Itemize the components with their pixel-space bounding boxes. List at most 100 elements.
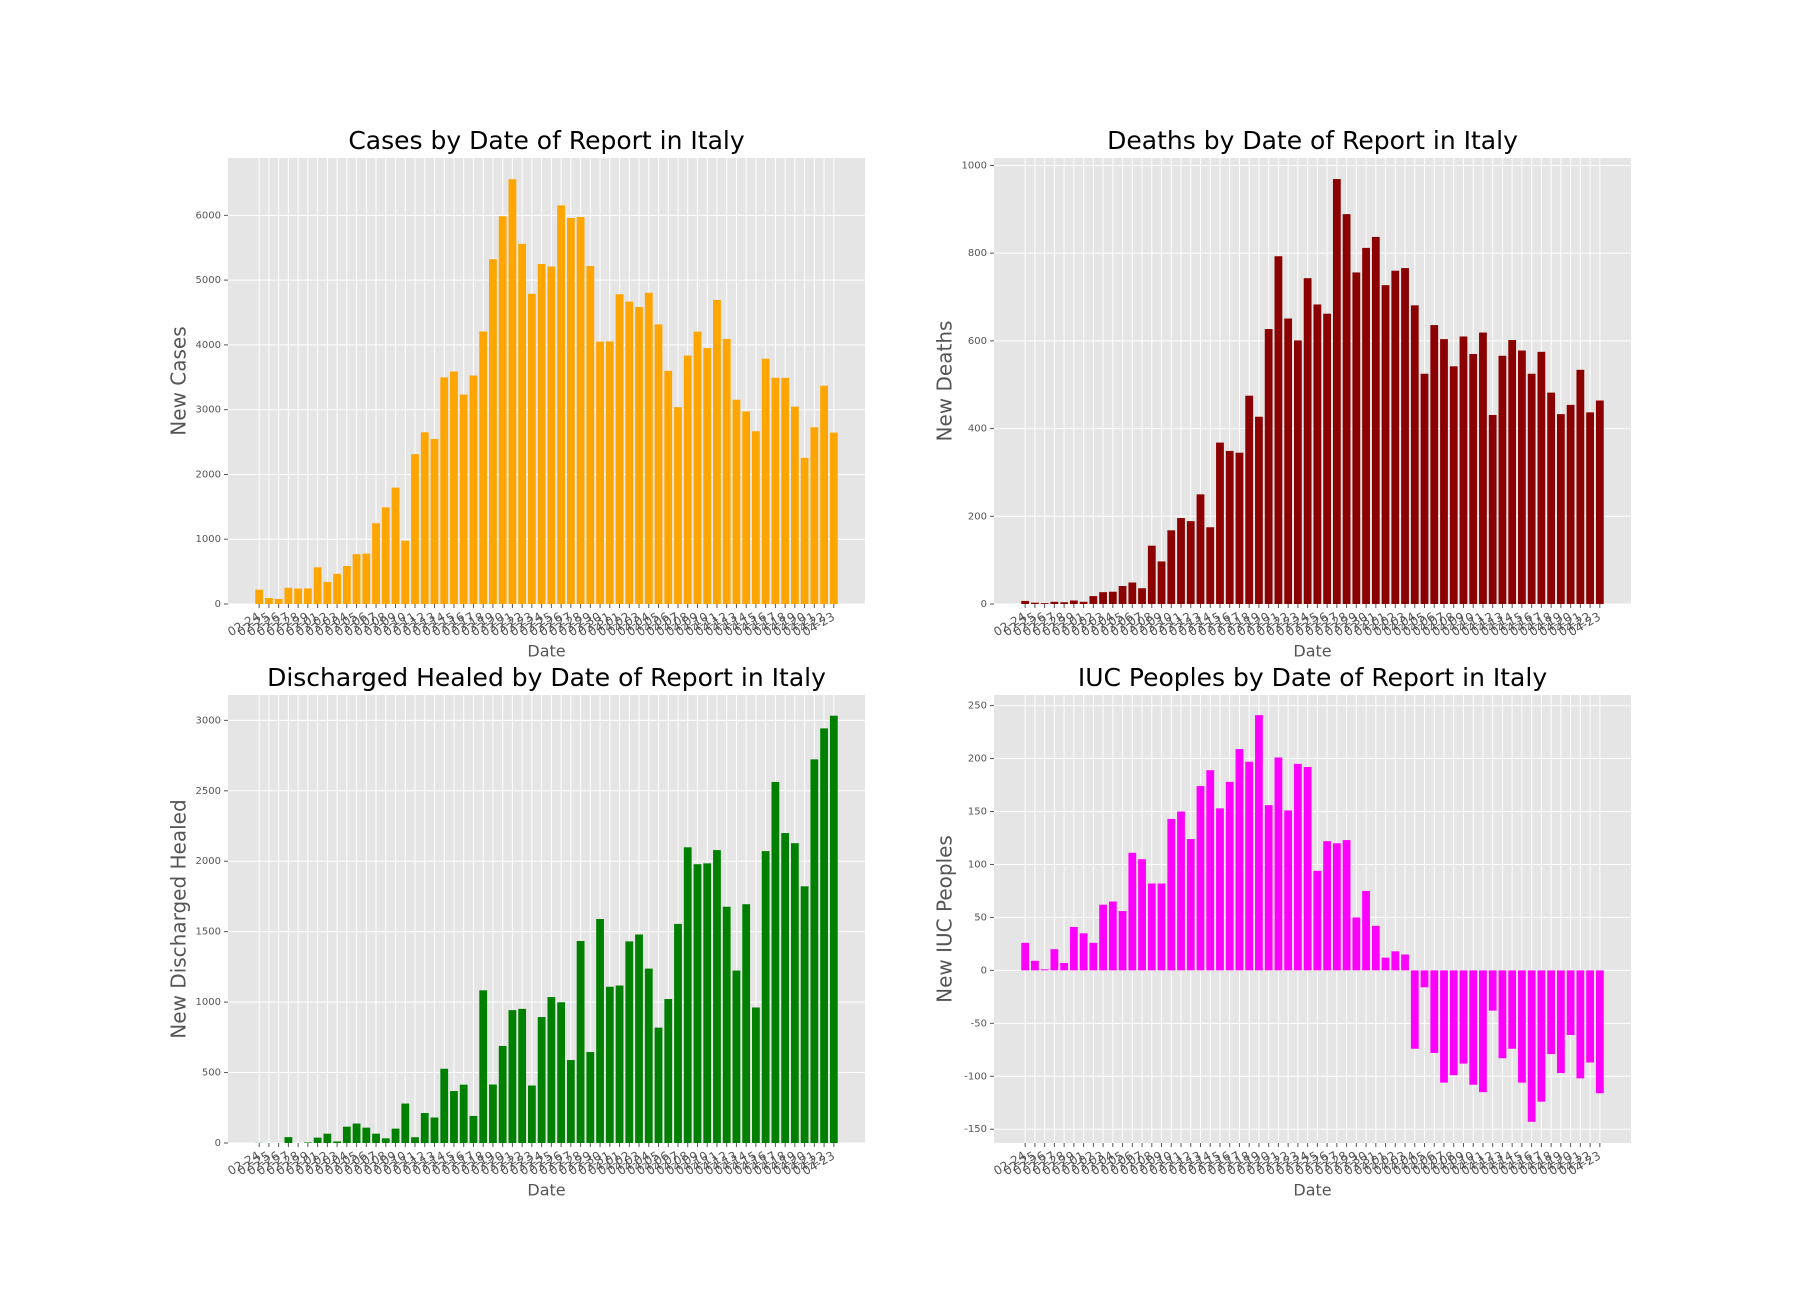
bar	[420, 1112, 429, 1143]
bar	[742, 904, 751, 1143]
bar	[1332, 843, 1341, 971]
bar	[800, 886, 809, 1143]
bar	[440, 1068, 449, 1143]
bar	[1313, 870, 1322, 971]
bar	[1245, 395, 1254, 604]
bar	[381, 507, 390, 604]
bar	[1352, 917, 1361, 971]
bar	[1118, 911, 1127, 971]
bar	[1537, 970, 1546, 1102]
bar	[1410, 970, 1419, 1049]
bar	[1332, 179, 1341, 604]
bar	[1586, 412, 1594, 604]
bar	[771, 377, 780, 604]
bar	[284, 587, 293, 604]
y-tick-label: -150	[964, 1124, 987, 1135]
bar	[420, 432, 429, 604]
bar	[732, 970, 741, 1143]
bar	[1595, 400, 1604, 604]
bar	[742, 411, 751, 604]
bar	[303, 588, 312, 604]
bar	[1031, 960, 1039, 971]
bar	[557, 1002, 566, 1143]
y-axis-label: New IUC Peoples	[933, 835, 957, 1003]
bar	[1206, 527, 1215, 604]
bar	[829, 432, 838, 604]
bar	[1469, 354, 1478, 604]
bar	[440, 377, 449, 604]
y-tick-label: -50	[971, 1018, 987, 1029]
bar	[557, 205, 566, 605]
bar	[732, 399, 741, 604]
bar	[498, 1045, 507, 1143]
bar	[1391, 270, 1400, 604]
bar	[518, 1008, 527, 1143]
bar	[635, 306, 643, 604]
bar	[1031, 602, 1039, 604]
bar	[1449, 970, 1458, 1076]
bar	[401, 1103, 410, 1143]
bar	[537, 1017, 546, 1143]
bar	[489, 259, 497, 604]
bar	[1108, 591, 1117, 604]
bar	[1420, 373, 1429, 604]
bar	[518, 243, 527, 604]
bar	[1420, 970, 1429, 988]
chart-title: Deaths by Date of Report in Italy	[1107, 126, 1518, 155]
bar	[1099, 904, 1107, 971]
bar	[1069, 926, 1078, 971]
bar	[372, 1133, 380, 1143]
chart-title: Discharged Healed by Date of Report in I…	[267, 663, 826, 692]
bar	[313, 567, 322, 604]
bar	[1225, 781, 1234, 971]
bar	[1167, 818, 1176, 971]
bar	[274, 598, 283, 604]
bar	[1547, 970, 1556, 1055]
bar	[1362, 890, 1370, 971]
bar	[1196, 494, 1205, 604]
bar	[1479, 332, 1487, 604]
bar	[1527, 373, 1536, 604]
bar	[489, 1084, 497, 1143]
y-tick-label: 2000	[196, 469, 221, 480]
bar	[820, 728, 828, 1143]
bar	[479, 990, 488, 1143]
bar	[498, 216, 507, 604]
bar	[829, 715, 838, 1143]
bar	[430, 439, 439, 604]
bar	[333, 573, 341, 604]
bar	[303, 1142, 312, 1143]
bar	[255, 589, 264, 604]
y-tick-label: 250	[968, 701, 987, 712]
bar	[693, 864, 702, 1143]
y-axis-label: New Deaths	[933, 321, 957, 442]
bar	[1040, 603, 1049, 604]
bar	[411, 1137, 419, 1143]
bar	[527, 293, 536, 604]
subplot: 05001000150020002500300002-2402-2502-260…	[167, 663, 865, 1200]
bar	[576, 940, 585, 1143]
y-tick-label: 0	[981, 965, 987, 976]
bar	[1284, 810, 1293, 971]
bar	[1128, 582, 1137, 604]
bar	[713, 299, 721, 604]
bar	[790, 843, 799, 1143]
bar	[693, 331, 702, 604]
y-axis-label: New Cases	[167, 326, 191, 435]
bar	[1566, 970, 1575, 1035]
bar	[342, 1126, 351, 1143]
bar	[1352, 272, 1361, 604]
bar	[790, 406, 799, 604]
bar	[1449, 366, 1458, 604]
bar	[761, 851, 770, 1143]
y-tick-label: 0	[215, 1138, 221, 1149]
bar	[781, 377, 790, 604]
bar	[586, 1051, 595, 1143]
y-tick-label: 50	[974, 912, 987, 923]
bar	[372, 523, 380, 604]
bar	[1099, 592, 1107, 604]
bar	[605, 986, 614, 1143]
y-tick-label: 5000	[196, 275, 221, 286]
bar	[527, 1085, 536, 1143]
bar	[1196, 786, 1205, 971]
